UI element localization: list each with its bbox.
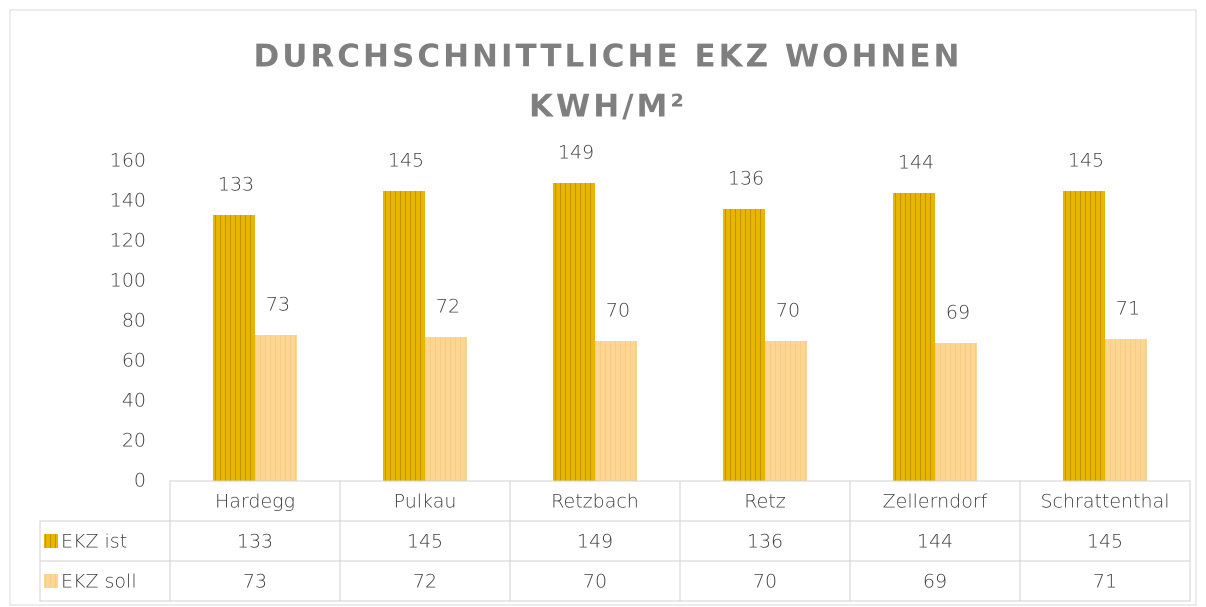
table-value: 133 (237, 531, 273, 553)
bar (723, 209, 765, 481)
data-label: 70 (606, 300, 630, 322)
bar (595, 341, 637, 481)
y-tick-label: 120 (110, 230, 146, 252)
data-label: 133 (218, 174, 254, 196)
legend-label: EKZ soll (61, 571, 137, 593)
table-value: 144 (917, 531, 953, 553)
x-tick-label: Zellerndorf (883, 491, 988, 513)
bar (553, 183, 595, 481)
data-label: 73 (266, 294, 290, 316)
data-label: 70 (776, 300, 800, 322)
data-label: 145 (388, 150, 424, 172)
x-tick-label: Retz (744, 491, 785, 513)
data-label: 136 (728, 168, 764, 190)
y-tick-label: 160 (110, 150, 146, 172)
y-tick-label: 140 (110, 190, 146, 212)
data-label: 71 (1116, 298, 1140, 320)
chart-title: KWH/M² (529, 89, 687, 125)
table-value: 70 (753, 571, 777, 593)
x-tick-label: Pulkau (394, 491, 457, 513)
bar (255, 335, 297, 481)
data-label: 69 (946, 302, 970, 324)
table-value: 71 (1093, 571, 1117, 593)
bar (935, 343, 977, 481)
y-tick-label: 0 (134, 470, 146, 492)
table-value: 136 (747, 531, 783, 553)
table-value: 145 (1087, 531, 1123, 553)
bar (425, 337, 467, 481)
chart-title: DURCHSCHNITTLICHE EKZ WOHNEN (254, 39, 963, 75)
y-tick-label: 80 (122, 310, 146, 332)
chart-border (9, 9, 1197, 606)
table-value: 72 (413, 571, 437, 593)
x-tick-label: Hardegg (215, 491, 295, 513)
data-label: 72 (436, 296, 460, 318)
legend-swatch (44, 574, 58, 588)
legend-label: EKZ ist (61, 531, 127, 553)
data-label: 145 (1068, 150, 1104, 172)
bar (383, 191, 425, 481)
legend-swatch (44, 534, 58, 548)
table-value: 149 (577, 531, 613, 553)
y-tick-label: 60 (122, 350, 146, 372)
x-tick-label: Schrattenthal (1040, 491, 1169, 513)
table-value: 145 (407, 531, 443, 553)
data-label: 149 (558, 142, 594, 164)
bar (765, 341, 807, 481)
y-tick-label: 100 (110, 270, 146, 292)
table-cell (1019, 560, 1191, 602)
bar (1105, 339, 1147, 481)
table-value: 69 (923, 571, 947, 593)
bar (1063, 191, 1105, 481)
y-tick-label: 20 (122, 430, 146, 452)
table-value: 73 (243, 571, 267, 593)
bar (213, 215, 255, 481)
data-label: 144 (898, 152, 934, 174)
table-value: 70 (583, 571, 607, 593)
bar (893, 193, 935, 481)
y-tick-label: 40 (122, 390, 146, 412)
x-tick-label: Retzbach (551, 491, 639, 513)
